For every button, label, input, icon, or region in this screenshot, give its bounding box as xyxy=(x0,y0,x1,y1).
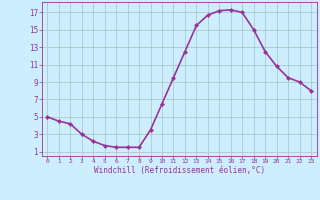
X-axis label: Windchill (Refroidissement éolien,°C): Windchill (Refroidissement éolien,°C) xyxy=(94,166,265,175)
